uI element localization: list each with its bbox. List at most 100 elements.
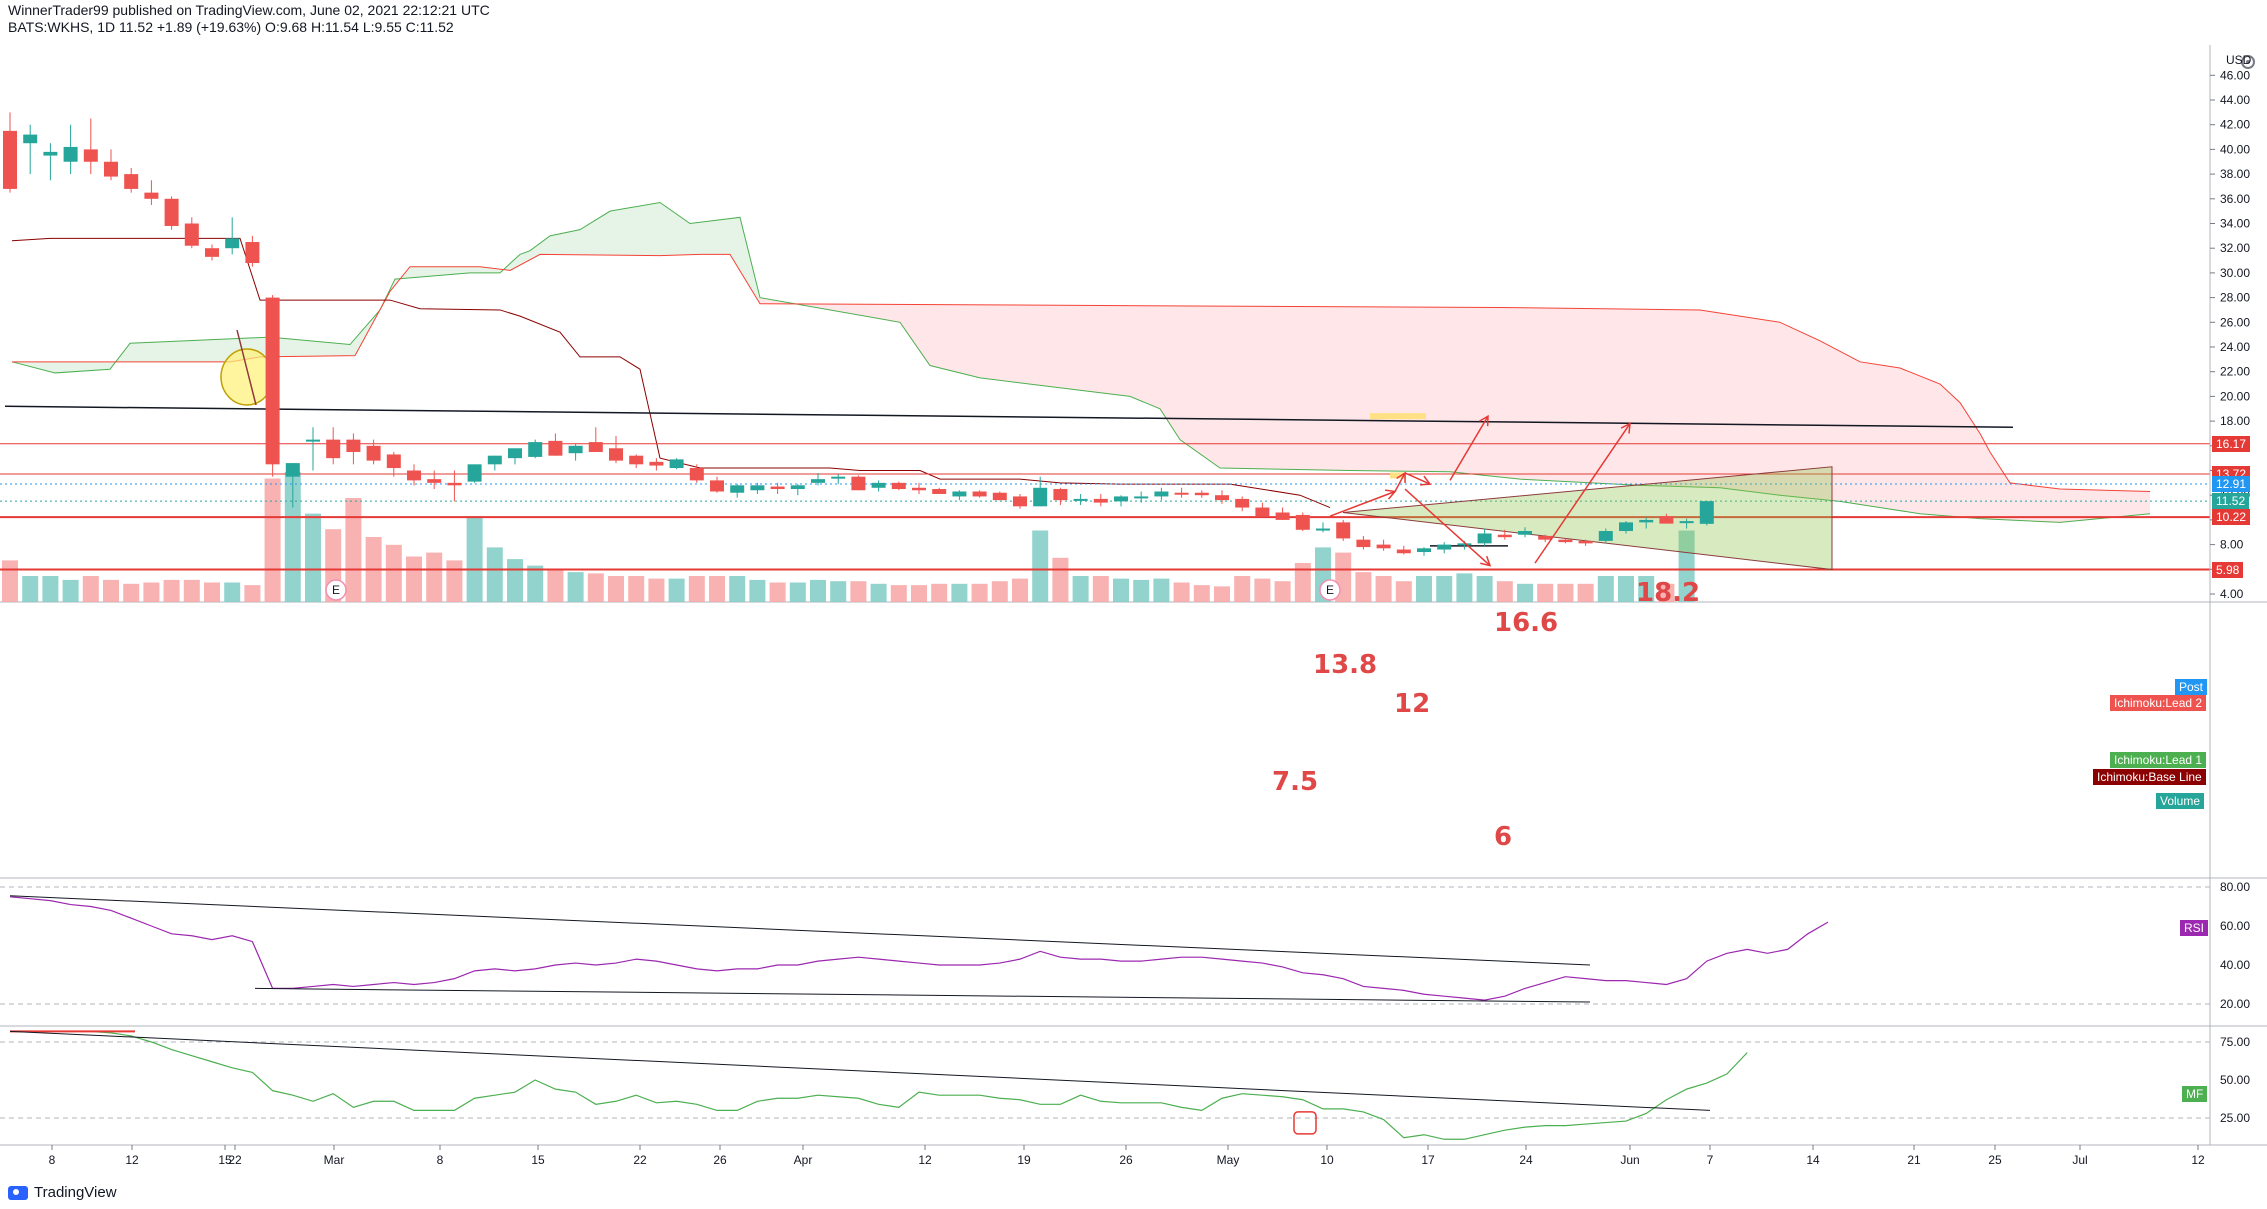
volume-bar xyxy=(486,547,503,602)
mf-tick-label: 75.00 xyxy=(2220,1035,2250,1049)
candle-body xyxy=(528,442,543,457)
volume-bar xyxy=(1254,578,1271,602)
time-tick-label: 15 xyxy=(218,1153,232,1167)
candle-body xyxy=(1417,548,1431,553)
candle-body xyxy=(467,464,482,482)
candle-body xyxy=(811,479,825,483)
candle-body xyxy=(730,485,745,493)
candle-body xyxy=(649,461,664,466)
earnings-marker-label: E xyxy=(1326,583,1334,597)
trend-lines xyxy=(4,329,2014,571)
time-tick-label: 7 xyxy=(1707,1153,1714,1167)
candle-body xyxy=(1619,522,1633,532)
volume-bar xyxy=(1032,530,1049,602)
volume-bar xyxy=(830,581,847,602)
candle-body xyxy=(1376,544,1391,549)
volume-bar xyxy=(345,498,362,602)
candle-body xyxy=(1093,498,1108,503)
volume-bar xyxy=(1416,576,1432,602)
volume-bar xyxy=(1557,583,1574,602)
volume-bar xyxy=(648,578,665,602)
volume-bar xyxy=(628,576,645,602)
volume-bar xyxy=(567,572,584,602)
candle-body xyxy=(63,146,78,162)
volume-bar xyxy=(385,544,402,602)
volume-bar xyxy=(204,582,220,602)
candle-body xyxy=(851,476,866,491)
candle-body xyxy=(326,439,341,459)
mf-line xyxy=(10,1030,1748,1140)
price-tick-label: 18.00 xyxy=(2220,414,2250,428)
candle-body xyxy=(23,134,38,144)
highlight-marker xyxy=(1390,472,1406,479)
volume-bar xyxy=(82,576,99,602)
candle-body xyxy=(83,149,98,162)
candle-body xyxy=(588,442,603,452)
volume-bar xyxy=(810,579,826,602)
candle-body xyxy=(710,480,724,492)
settings-gear-icon[interactable] xyxy=(2238,52,2258,72)
arrow-to-18-2 xyxy=(1534,423,1631,564)
candle-body xyxy=(891,482,906,490)
rsi-tick-label: 40.00 xyxy=(2220,958,2250,972)
candle-body xyxy=(1699,501,1714,524)
candle-body xyxy=(689,468,704,481)
volume-bar xyxy=(305,513,321,602)
candle-body xyxy=(770,486,785,490)
price-tag-t1291: 12.91 xyxy=(2212,475,2251,492)
candle-body xyxy=(1134,496,1149,499)
time-tick-label: 8 xyxy=(437,1153,444,1167)
candle-body xyxy=(1437,544,1452,550)
volume-bar xyxy=(123,583,140,602)
volume-bar xyxy=(264,478,281,602)
volume-bar xyxy=(1274,581,1291,602)
annotation-12: 12 xyxy=(1394,689,1431,719)
annotation-13-8: 13.8 xyxy=(1313,650,1378,680)
volume-bar xyxy=(1092,576,1109,602)
time-tick-label: 14 xyxy=(1806,1153,1820,1167)
volume-bar xyxy=(911,585,927,602)
annotation-7-5: 7.5 xyxy=(1272,767,1319,797)
volume-bar xyxy=(62,579,79,602)
candle-body xyxy=(1033,487,1048,507)
candle-body xyxy=(548,440,563,456)
projection-arrows xyxy=(1329,414,1631,567)
candle-body xyxy=(225,238,240,249)
volume-bar xyxy=(1638,576,1655,602)
volume-bar xyxy=(729,576,746,602)
price-tick-label: 46.00 xyxy=(2220,68,2250,82)
volume-bar xyxy=(1517,583,1533,602)
volume-bar xyxy=(244,585,261,602)
volume-bar xyxy=(1072,576,1089,602)
candle-body xyxy=(1396,549,1411,554)
tradingview-logo[interactable]: TradingView xyxy=(8,1184,117,1201)
candle-body xyxy=(265,297,280,465)
volume-bar xyxy=(426,552,443,602)
cloud-bullish xyxy=(12,202,760,373)
time-tick-label: 22 xyxy=(228,1153,242,1167)
mf-tick-label: 25.00 xyxy=(2220,1111,2250,1125)
volume-bar xyxy=(931,583,948,602)
volume-bar xyxy=(143,582,160,602)
volume-bar xyxy=(547,569,564,602)
candle-body xyxy=(43,151,58,156)
candle-body xyxy=(205,248,219,257)
volume-bar xyxy=(446,560,463,602)
time-tick-label: 10 xyxy=(1320,1153,1334,1167)
time-tick-label: 19 xyxy=(1017,1153,1031,1167)
volume-bar xyxy=(1294,563,1311,602)
ichimoku-cloud xyxy=(11,201,2151,523)
candle-body xyxy=(1639,519,1654,523)
candle-body xyxy=(1194,492,1209,496)
rsi-tick-label: 80.00 xyxy=(2220,880,2250,894)
price-tick-label: 36.00 xyxy=(2220,192,2250,206)
axes: 46.00 44.00 42.00 40.00 38.00 36.00 34.00 32.00… xyxy=(49,45,2250,1167)
symbol-name[interactable]: BATS:WKHS, 1D xyxy=(8,19,116,35)
ichimoku-lead2-tag: Ichimoku:Lead 2 xyxy=(2110,695,2207,711)
annotation-16-6: 16.6 xyxy=(1494,608,1559,638)
candle-body xyxy=(1295,514,1310,530)
arrow-to-6 xyxy=(1404,488,1491,567)
